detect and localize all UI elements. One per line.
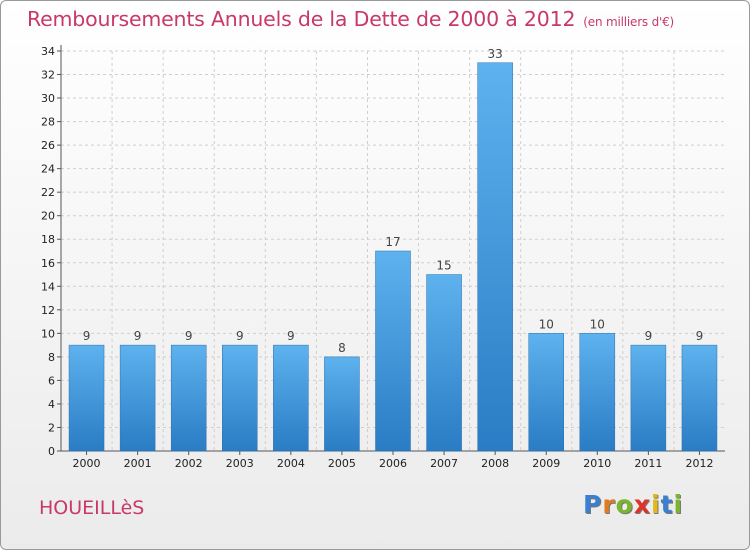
- bar: [119, 344, 156, 452]
- chart-unit-note: (en milliers d'€): [583, 15, 675, 29]
- bar-value-label: 9: [134, 329, 142, 343]
- proxiti-logo: Proxiti: [583, 490, 683, 519]
- y-tick-label: 0: [48, 445, 55, 458]
- x-tick-label: 2002: [175, 457, 203, 470]
- bar-value-label: 10: [590, 317, 605, 331]
- data-labels: 9 9 9 9 9 8 17 15 33 10 10 9 9: [83, 47, 704, 355]
- y-tick-label: 26: [41, 139, 55, 152]
- bar: [630, 344, 667, 452]
- bar-value-label: 8: [338, 341, 346, 355]
- bar: [273, 344, 309, 452]
- bar: [426, 274, 462, 452]
- bars: [68, 62, 718, 452]
- bar-value-label: 9: [185, 329, 193, 343]
- logo-letter: P: [583, 490, 603, 519]
- logo-letter: i: [651, 490, 661, 519]
- bar-value-label: 9: [645, 329, 653, 343]
- x-tick-label: 2001: [124, 457, 152, 470]
- y-tick-label: 30: [41, 92, 55, 105]
- bar: [375, 250, 411, 452]
- bar-value-label: 9: [696, 329, 704, 343]
- y-tick-label: 22: [41, 186, 55, 199]
- chart-title: Remboursements Annuels de la Dette de 20…: [27, 7, 674, 31]
- x-tick-label: 2006: [379, 457, 407, 470]
- bar: [477, 62, 513, 452]
- bar-value-label: 9: [287, 329, 295, 343]
- y-tick-label: 2: [48, 421, 55, 434]
- bar: [222, 344, 258, 452]
- logo-letter: t: [660, 490, 674, 519]
- bar-value-label: 33: [488, 47, 503, 61]
- bar: [681, 344, 718, 452]
- bar-value-label: 15: [436, 259, 451, 273]
- y-tick-label: 14: [41, 280, 55, 293]
- y-tick-label: 18: [41, 233, 55, 246]
- y-tick-label: 24: [41, 163, 55, 176]
- x-tick-label: 2003: [226, 457, 254, 470]
- y-tick-label: 34: [41, 45, 55, 58]
- bar: [68, 344, 105, 452]
- y-tick-label: 12: [41, 304, 55, 317]
- y-tick-label: 8: [48, 351, 55, 364]
- bar: [528, 333, 564, 452]
- x-tick-label: 2012: [685, 457, 713, 470]
- bar: [579, 333, 616, 452]
- x-tick-label: 2011: [634, 457, 662, 470]
- bar-value-label: 9: [83, 329, 91, 343]
- logo-letter: r: [602, 490, 616, 519]
- y-tick-label: 10: [41, 327, 55, 340]
- y-tick-label: 4: [48, 398, 55, 411]
- x-tick-label: 2005: [328, 457, 356, 470]
- logo-letter: x: [633, 490, 651, 519]
- bar-value-label: 9: [236, 329, 244, 343]
- x-tick-label: 2000: [73, 457, 101, 470]
- bar-value-label: 17: [385, 235, 400, 249]
- bar: [324, 356, 360, 452]
- x-tick-label: 2010: [583, 457, 611, 470]
- chart-title-text: Remboursements Annuels de la Dette de 20…: [27, 7, 576, 31]
- x-tick-labels: 2000 2001 2002 2003 2004 2005 2006 2007 2008 2009…: [73, 457, 714, 470]
- logo-letter: i: [673, 490, 684, 519]
- y-tick-label: 20: [41, 210, 55, 223]
- y-tick-label: 16: [41, 257, 55, 270]
- y-tick-label: 32: [41, 69, 55, 82]
- y-tick-label: 28: [41, 116, 55, 129]
- x-tick-label: 2008: [481, 457, 509, 470]
- place-name: HOUEILLèS: [39, 497, 145, 519]
- x-tick-label: 2007: [430, 457, 458, 470]
- x-tick-label: 2004: [277, 457, 305, 470]
- bar-value-label: 10: [539, 317, 554, 331]
- logo-letter: o: [615, 490, 634, 519]
- x-tick-label: 2009: [532, 457, 560, 470]
- y-tick-label: 6: [48, 374, 55, 387]
- bar: [170, 344, 207, 452]
